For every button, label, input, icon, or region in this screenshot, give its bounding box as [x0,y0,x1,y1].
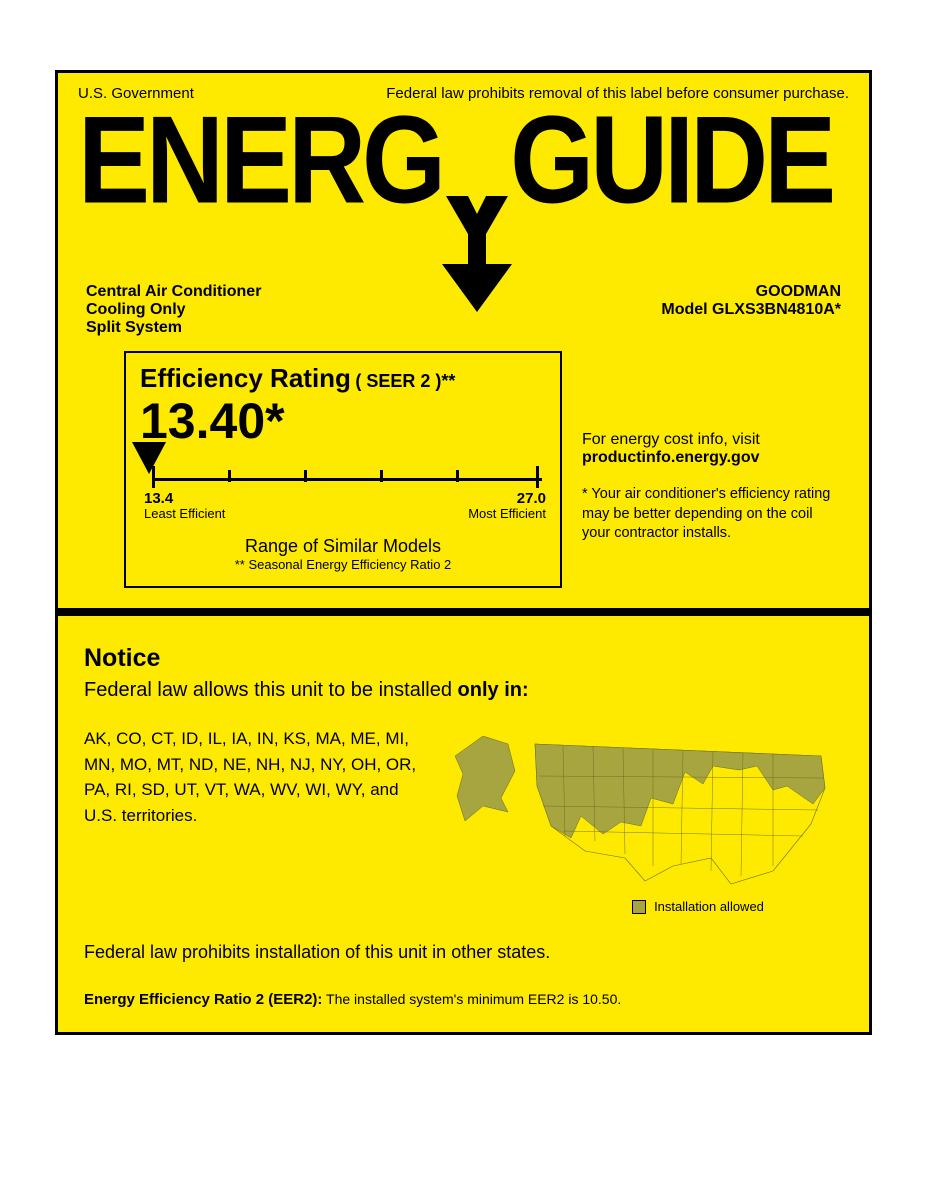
notice-law: Federal law allows this unit to be insta… [84,679,843,702]
product-type-1: Central Air Conditioner [86,283,261,301]
product-type-2: Cooling Only [86,301,261,319]
model: Model GLXS3BN4810A* [661,301,841,319]
scale-min-value: 13.4 [144,490,173,507]
efficiency-rating-box: Efficiency Rating ( SEER 2 )** 13.40* 13… [124,351,562,588]
product-model: GOODMAN Model GLXS3BN4810A* [661,283,841,337]
rating-metric: ( SEER 2 )** [355,371,455,391]
product-type-3: Split System [86,319,261,337]
info-column: For energy cost info, visit productinfo.… [562,351,849,608]
notice-section: Notice Federal law allows this unit to b… [58,616,869,1032]
notice-law-pre: Federal law allows this unit to be insta… [84,679,458,701]
logo: ENERGGUIDE [78,96,849,281]
info-footnote: * Your air conditioner's efficiency rati… [582,485,831,544]
scale-max-value: 27.0 [517,490,546,507]
logo-arrow-icon [434,196,520,314]
efficiency-scale: 13.4 Least Efficient 27.0 Most Efficient [140,446,546,536]
logo-right: GUIDE [510,90,832,229]
scale-min-label: Least Efficient [144,506,225,521]
legend-swatch [632,900,646,914]
us-map: Installation allowed [453,726,843,914]
prohibit-text: Federal law prohibits installation of th… [84,942,843,963]
eer2-label: Energy Efficiency Ratio 2 (EER2): [84,991,322,1008]
energy-guide-label: U.S. Government Federal law prohibits re… [55,70,872,1035]
notice-law-bold: only in: [458,679,529,701]
product-type: Central Air Conditioner Cooling Only Spl… [86,283,261,337]
visit-text: For energy cost info, visit [582,431,831,449]
rating-title: Efficiency Rating [140,363,351,393]
range-text: Range of Similar Models [140,536,546,557]
eer2-line: Energy Efficiency Ratio 2 (EER2): The in… [84,991,843,1008]
legend-text: Installation allowed [654,899,764,914]
logo-left: ENERG [78,90,442,229]
eer2-text: The installed system's minimum EER2 is 1… [322,991,621,1007]
scale-pointer-icon [132,442,166,476]
rating-value: 13.40* [140,396,546,446]
notice-heading: Notice [84,644,843,673]
brand: GOODMAN [661,283,841,301]
states-list: AK, CO, CT, ID, IL, IA, IN, KS, MA, ME, … [84,726,429,828]
range-subtext: ** Seasonal Energy Efficiency Ratio 2 [140,557,546,572]
info-site: productinfo.energy.gov [582,449,831,467]
map-legend: Installation allowed [553,899,843,914]
scale-max-label: Most Efficient [468,506,546,521]
section-divider [58,608,869,616]
